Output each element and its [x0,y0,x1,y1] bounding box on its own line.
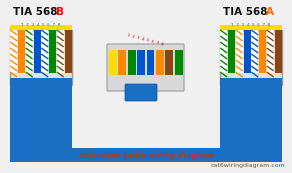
Bar [10,30,72,85]
Text: TIA 568: TIA 568 [223,7,267,17]
Bar [244,30,251,73]
Bar [165,50,173,75]
Bar [274,30,282,73]
Text: crossover cable wiring diagram: crossover cable wiring diagram [79,151,213,160]
Bar [220,85,282,148]
Bar [65,30,72,73]
Bar [10,78,72,92]
Bar [10,148,282,162]
Bar [220,30,227,73]
Text: 1 2 3 4 5 6 7 8: 1 2 3 4 5 6 7 8 [231,23,271,27]
FancyBboxPatch shape [107,44,184,91]
Bar [57,30,64,73]
Bar [34,30,41,73]
Bar [267,30,274,73]
Bar [251,30,258,73]
Bar [10,85,72,148]
Bar [10,30,18,73]
Text: 1 2 3 4 5 6 7 8: 1 2 3 4 5 6 7 8 [127,33,164,47]
Bar [109,50,117,75]
Bar [147,50,154,75]
Bar [26,30,33,73]
Bar [259,30,266,73]
Text: 1 2 3 4 5 6 7 8: 1 2 3 4 5 6 7 8 [21,23,61,27]
Bar [228,30,235,73]
Bar [175,50,182,75]
Bar [10,25,72,30]
Bar [118,50,126,75]
Bar [128,50,135,75]
Bar [220,25,282,30]
Bar [236,30,243,73]
Bar [18,30,25,73]
Text: cat6wiringdiagram.com: cat6wiringdiagram.com [210,163,285,168]
FancyBboxPatch shape [125,84,157,101]
Text: B: B [56,7,64,17]
Bar [220,78,282,92]
Bar [156,50,164,75]
Bar [41,30,48,73]
Text: TIA 568: TIA 568 [13,7,57,17]
Bar [49,30,56,73]
Bar [220,30,282,85]
Text: A: A [266,7,274,17]
Bar [137,50,145,75]
